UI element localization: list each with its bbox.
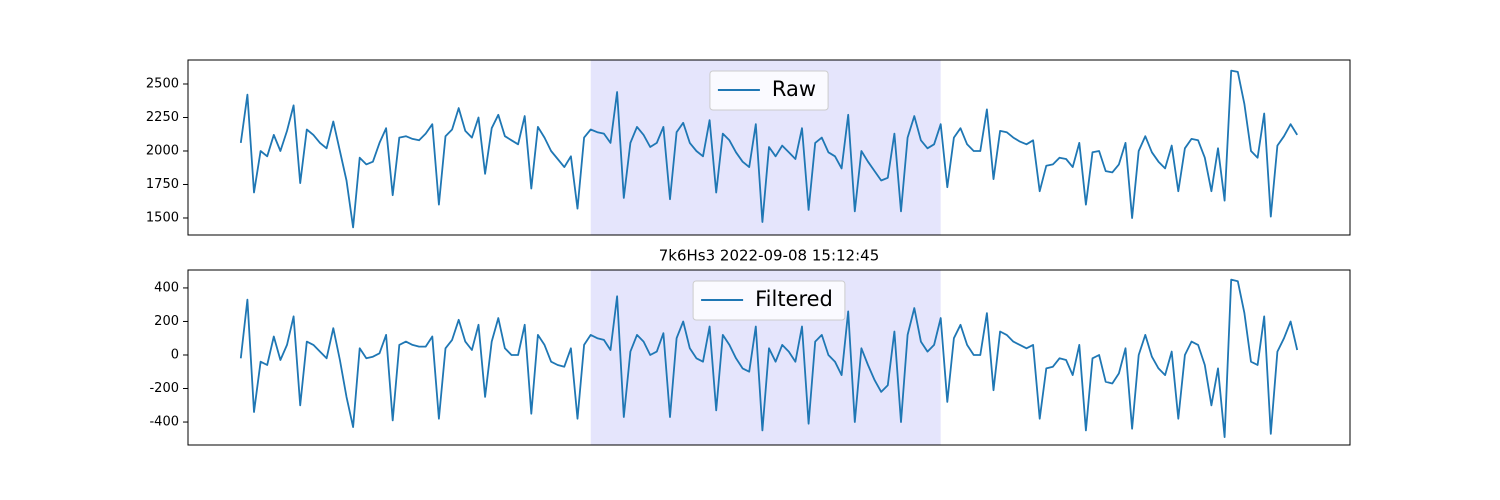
y-tick-label: 400 (154, 280, 179, 295)
y-tick-label: 2500 (146, 76, 179, 91)
y-tick-label: -400 (149, 415, 179, 430)
legend-box (709, 70, 829, 111)
y-tick-label: 200 (154, 314, 179, 329)
axes-frame (187, 59, 1351, 236)
y-tick-label: 2000 (146, 143, 179, 158)
legend-label: Filtered (755, 287, 833, 311)
legend-label: Raw (772, 77, 816, 101)
y-tick-label: -200 (149, 381, 179, 396)
series-line (239, 278, 1299, 438)
chart-title: 7k6Hs3 2022-09-08 15:12:45 (659, 247, 880, 265)
series-line (239, 69, 1298, 229)
legend-box (692, 280, 846, 321)
y-tick-label: 0 (171, 347, 179, 362)
axes-frame (187, 269, 1351, 446)
y-tick-label: 2250 (146, 110, 179, 125)
y-tick-label: 1750 (146, 177, 179, 192)
y-tick-label: 1500 (146, 210, 179, 225)
